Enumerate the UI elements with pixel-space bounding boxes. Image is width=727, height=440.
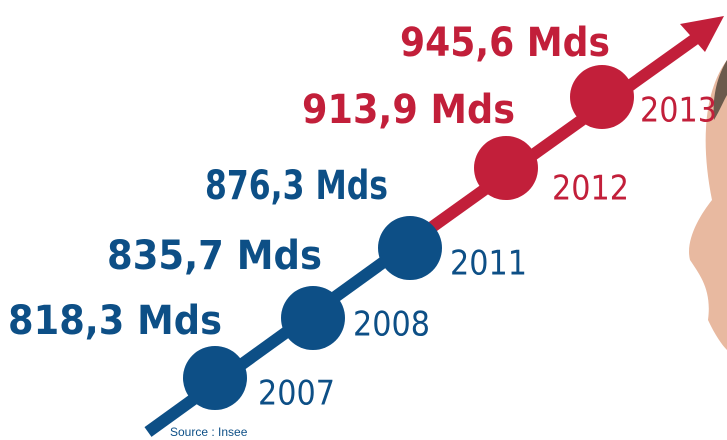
amount-label: 818,3 Mds: [8, 298, 222, 344]
milestone: [474, 136, 538, 200]
year-label: 2011: [450, 244, 527, 284]
year-label: 2013: [640, 91, 717, 131]
amount-label: 945,6 Mds: [400, 20, 610, 66]
infographic: Source : Insee 818,3 Mds 2007 835,7 Mds 200…: [0, 0, 727, 440]
amount-label: 835,7 Mds: [107, 233, 322, 279]
amount-label: 876,3 Mds: [205, 163, 388, 209]
year-label: 2008: [353, 305, 430, 345]
milestone: [281, 286, 345, 350]
amount-label: 913,9 Mds: [302, 87, 515, 133]
milestone: [183, 346, 247, 410]
year-label: 2012: [552, 169, 629, 209]
milestone: [378, 216, 442, 280]
source: Source : Insee: [170, 425, 248, 439]
year-label: 2007: [258, 374, 335, 414]
milestone: [570, 65, 634, 129]
